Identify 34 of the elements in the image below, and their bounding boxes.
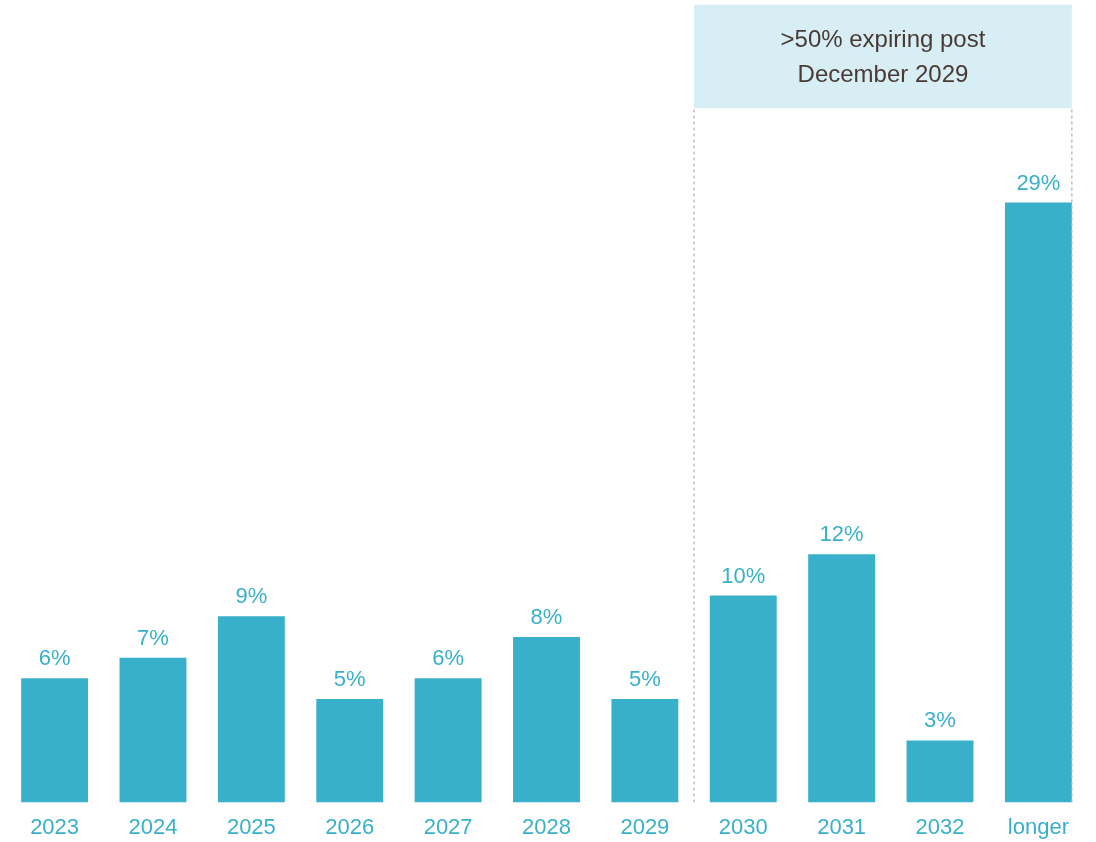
bar <box>906 740 974 803</box>
x-tick-label: 2024 <box>128 813 178 839</box>
data-label: 5% <box>333 666 366 692</box>
data-label: 6% <box>38 645 71 671</box>
data-label: 6% <box>432 645 465 671</box>
bar <box>513 636 580 803</box>
data-label: 9% <box>235 583 268 609</box>
x-tick-label: longer <box>1007 813 1069 839</box>
x-tick-label: 2027 <box>423 813 473 839</box>
data-label: 7% <box>137 624 169 650</box>
data-label: 10% <box>721 562 766 588</box>
x-tick-label: 2023 <box>30 813 80 839</box>
bar <box>119 657 187 803</box>
bar <box>316 699 384 803</box>
bar <box>808 554 876 803</box>
x-tick-label: 2032 <box>915 813 965 839</box>
data-label: 12% <box>819 521 864 547</box>
data-label: 3% <box>924 707 956 733</box>
data-label: 29% <box>1016 169 1061 195</box>
x-tick-label: 2031 <box>817 813 867 839</box>
bar <box>1004 202 1072 803</box>
bar <box>414 678 482 803</box>
text: >50% expiring post December 2029 <box>780 25 986 88</box>
bar <box>709 595 777 803</box>
x-tick-label: 2030 <box>718 813 768 839</box>
data-label: 5% <box>628 666 661 692</box>
x-tick-label: 2029 <box>620 813 670 839</box>
bar <box>217 616 285 803</box>
x-tick-label: 2026 <box>325 813 375 839</box>
x-tick-label: 2028 <box>522 813 571 839</box>
bar <box>611 699 679 803</box>
x-tick-label: 2025 <box>226 813 276 839</box>
data-label: 8% <box>530 603 563 629</box>
bar <box>21 678 89 803</box>
